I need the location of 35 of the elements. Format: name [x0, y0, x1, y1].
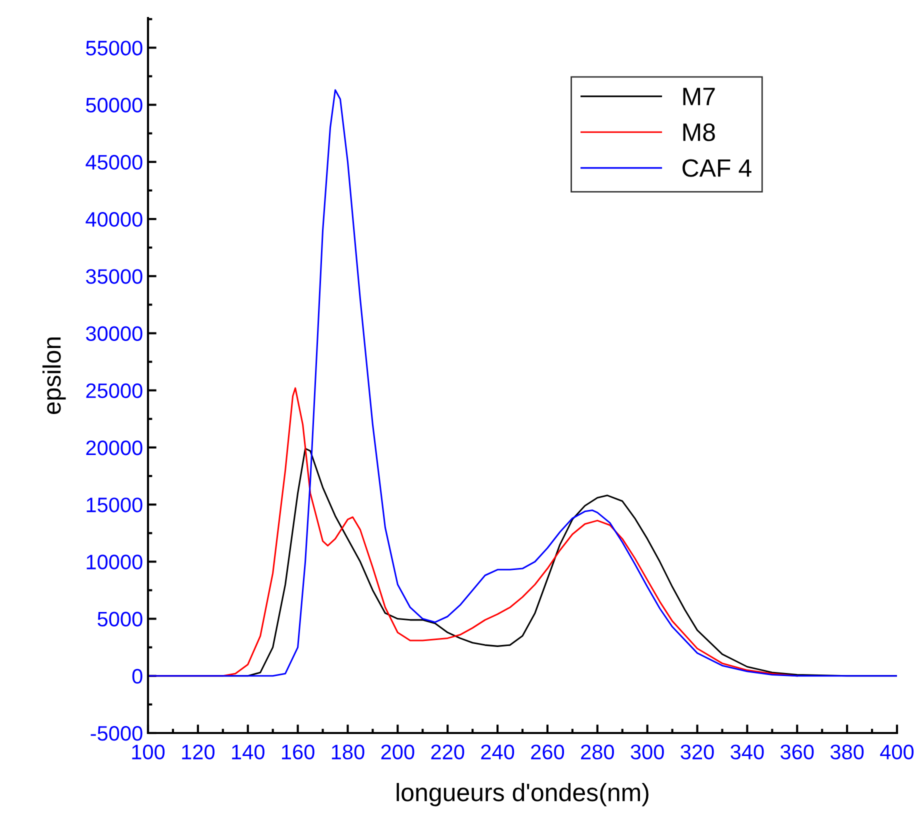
y-tick-label: 55000 [86, 40, 142, 56]
y-tick-label: 20000 [86, 440, 142, 456]
y-tick-label: 35000 [86, 269, 142, 284]
x-tick-label: 280 [581, 744, 614, 760]
x-tick-label: 260 [531, 744, 564, 760]
x-tick-label: 160 [282, 744, 314, 760]
x-tick-label: 400 [880, 744, 914, 760]
legend-label: M7 [683, 88, 715, 106]
x-tick-label: 200 [381, 744, 414, 760]
y-tick-label: 25000 [86, 383, 142, 398]
y-tick-label: 50000 [86, 98, 142, 113]
y-tick-label: 40000 [86, 212, 142, 227]
y-tick-label: 45000 [86, 154, 142, 170]
y-tick-label: -5000 [90, 726, 142, 741]
legend-label: M8 [683, 123, 715, 142]
y-tick-label: 15000 [86, 498, 142, 512]
x-tick-label: 180 [332, 744, 364, 760]
x-tick-label: 380 [830, 744, 864, 760]
x-tick-label: 340 [730, 744, 764, 760]
x-tick-label: 220 [431, 744, 464, 760]
line-series [148, 89, 897, 677]
y-tick-label: 0 [132, 668, 142, 684]
x-tick-label: 320 [680, 744, 714, 760]
y-tick-label: 10000 [86, 554, 142, 570]
y-axis-title: epsilon [42, 338, 66, 414]
x-tick-label: 300 [630, 744, 664, 760]
legend-label: CAF 4 [682, 159, 752, 177]
y-tick-label: 5000 [98, 612, 142, 627]
y-tick-label: 30000 [86, 326, 142, 341]
x-tick-label: 100 [132, 744, 165, 760]
x-tick-label: 240 [481, 744, 514, 760]
x-axis-title: longueurs d'ondes(nm) [396, 782, 648, 806]
x-tick-label: 360 [780, 744, 814, 760]
x-tick-label: 120 [182, 744, 214, 760]
x-tick-label: 140 [232, 744, 264, 760]
